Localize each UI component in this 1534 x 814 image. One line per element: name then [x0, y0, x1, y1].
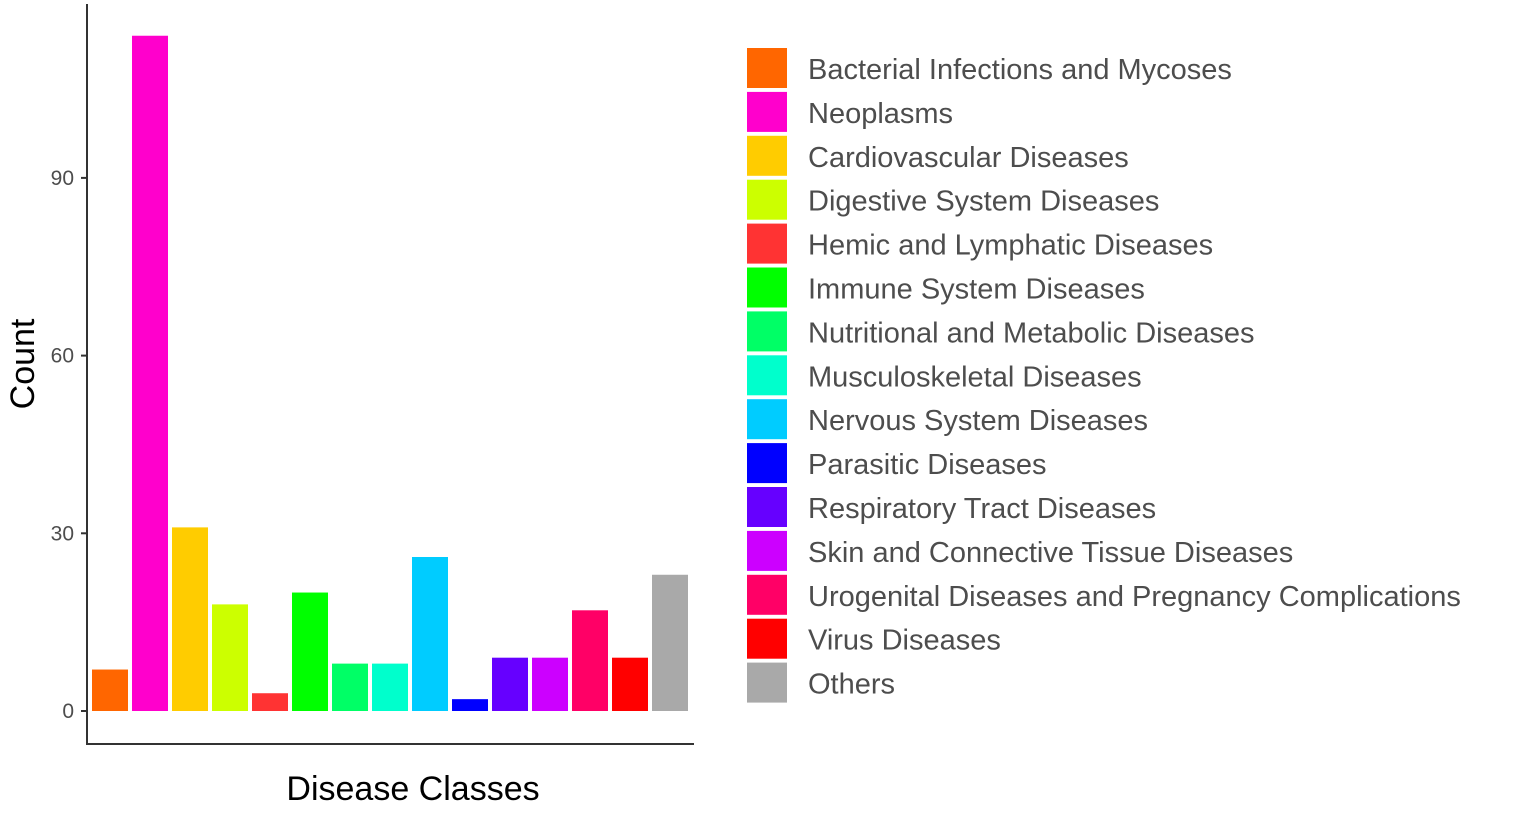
legend-label-1: Bacterial Infections and Mycoses — [808, 54, 1232, 86]
legend-label-8: Musculoskeletal Diseases — [808, 361, 1142, 393]
legend-label-4: Digestive System Diseases — [808, 186, 1159, 218]
legend-label-7: Nutritional and Metabolic Diseases — [808, 317, 1255, 349]
bars-group — [92, 35, 688, 712]
legend: Bacterial Infections and Mycoses Neoplasm… — [747, 48, 1461, 703]
bar-15 — [652, 574, 688, 711]
legend-label-13: Urogenital Diseases and Pregnancy Compli… — [808, 581, 1461, 613]
legend-key-8 — [747, 355, 787, 396]
bar-13 — [572, 610, 608, 711]
legend-key-10 — [747, 443, 787, 484]
legend-key-13 — [747, 574, 787, 615]
legend-key-3 — [747, 135, 787, 176]
legend-label-9: Nervous System Diseases — [808, 405, 1148, 437]
bar-10 — [452, 699, 488, 711]
bar-1 — [92, 669, 128, 711]
legend-key-6 — [747, 267, 787, 308]
legend-key-2 — [747, 91, 787, 132]
bar-8 — [372, 663, 408, 711]
y-tick-label: 30 — [51, 522, 74, 545]
legend-label-2: Neoplasms — [808, 98, 953, 130]
bar-2 — [132, 35, 168, 712]
legend-label-6: Immune System Diseases — [808, 274, 1145, 306]
legend-label-15: Others — [808, 669, 895, 701]
legend-key-5 — [747, 223, 787, 264]
bar-6 — [292, 592, 328, 711]
x-axis-title: Disease Classes — [286, 770, 539, 808]
bar-3 — [172, 527, 208, 711]
legend-key-4 — [747, 179, 787, 220]
legend-key-11 — [747, 487, 787, 527]
bar-9 — [412, 556, 448, 711]
y-tick-label: 0 — [62, 700, 74, 723]
legend-key-7 — [747, 311, 787, 352]
y-ticks-group: 0 30 60 90 — [51, 167, 87, 723]
bar-4 — [212, 604, 248, 711]
legend-label-5: Hemic and Lymphatic Diseases — [808, 230, 1213, 262]
bar-5 — [252, 693, 288, 711]
legend-label-11: Respiratory Tract Diseases — [808, 493, 1156, 525]
legend-key-12 — [747, 530, 787, 571]
legend-key-15 — [747, 662, 787, 703]
legend-key-14 — [747, 618, 787, 659]
legend-label-10: Parasitic Diseases — [808, 449, 1047, 481]
legend-key-9 — [747, 399, 787, 440]
legend-label-3: Cardiovascular Diseases — [808, 142, 1129, 174]
y-axis-title: Count — [4, 318, 42, 409]
y-tick-label: 90 — [51, 167, 74, 190]
bar-7 — [332, 663, 368, 711]
bar-14 — [612, 657, 648, 711]
bar-11 — [492, 657, 528, 711]
legend-key-1 — [747, 48, 787, 88]
y-tick-label: 60 — [51, 345, 74, 368]
bar-12 — [532, 657, 568, 711]
legend-label-14: Virus Diseases — [808, 625, 1001, 657]
legend-label-12: Skin and Connective Tissue Diseases — [808, 537, 1293, 569]
